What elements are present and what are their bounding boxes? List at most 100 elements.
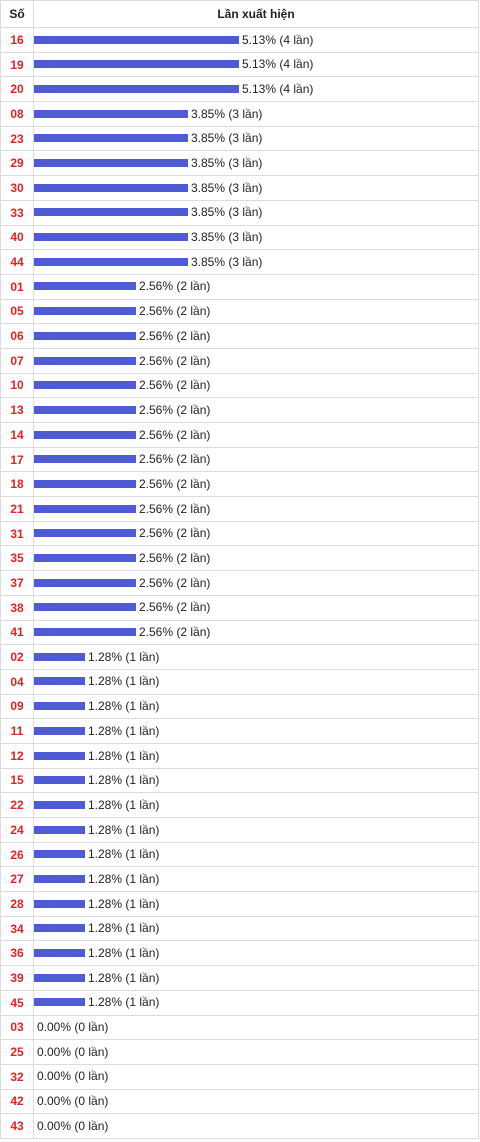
row-number: 17 <box>0 446 34 473</box>
row-number: 43 <box>0 1113 34 1139</box>
frequency-cell: 2.56% (2 lần) <box>33 520 479 547</box>
row-number: 25 <box>0 1039 34 1065</box>
table-row: 36 1.28% (1 lần) <box>0 940 479 967</box>
frequency-label: 3.85% (3 lần) <box>191 205 263 220</box>
table-row: 43 0.00% (0 lần) <box>0 1113 479 1139</box>
table-row: 08 3.85% (3 lần) <box>0 101 479 127</box>
table-row: 20 5.13% (4 lần) <box>0 76 479 103</box>
frequency-label: 2.56% (2 lần) <box>139 304 211 319</box>
frequency-bar <box>34 257 188 266</box>
frequency-cell: 1.28% (1 lần) <box>33 841 479 868</box>
row-number: 19 <box>0 51 34 78</box>
table-row: 32 0.00% (0 lần) <box>0 1063 479 1090</box>
frequency-bar <box>34 874 85 883</box>
frequency-label: 2.56% (2 lần) <box>139 279 211 294</box>
frequency-bar <box>34 109 188 118</box>
table-row: 24 1.28% (1 lần) <box>0 817 479 843</box>
row-number: 37 <box>0 570 34 596</box>
row-number: 27 <box>0 866 34 893</box>
frequency-label: 2.56% (2 lần) <box>139 625 211 640</box>
table-row: 31 2.56% (2 lần) <box>0 520 479 547</box>
table-row: 40 3.85% (3 lần) <box>0 224 479 251</box>
frequency-bar <box>34 430 136 439</box>
frequency-cell: 3.85% (3 lần) <box>33 125 479 152</box>
row-number: 01 <box>0 273 34 300</box>
frequency-bar <box>34 628 136 637</box>
row-number: 02 <box>0 644 34 670</box>
frequency-label: 0.00% (0 lần) <box>37 1020 109 1035</box>
frequency-label: 0.00% (0 lần) <box>37 1069 109 1084</box>
row-number: 10 <box>0 372 34 399</box>
row-number: 40 <box>0 224 34 251</box>
table-row: 06 2.56% (2 lần) <box>0 323 479 349</box>
frequency-label: 2.56% (2 lần) <box>139 575 211 590</box>
row-number: 03 <box>0 1014 34 1041</box>
table-row: 13 2.56% (2 lần) <box>0 397 479 423</box>
frequency-bar <box>34 183 188 192</box>
table-row: 14 2.56% (2 lần) <box>0 422 479 448</box>
frequency-label: 2.56% (2 lần) <box>139 353 211 368</box>
frequency-bar <box>34 554 136 563</box>
table-row: 19 5.13% (4 lần) <box>0 51 479 78</box>
table-row: 34 1.28% (1 lần) <box>0 915 479 942</box>
frequency-bar <box>34 35 239 44</box>
table-row: 41 2.56% (2 lần) <box>0 619 479 646</box>
table-row: 09 1.28% (1 lần) <box>0 693 479 720</box>
table-row: 05 2.56% (2 lần) <box>0 298 479 325</box>
frequency-cell: 5.13% (4 lần) <box>33 51 479 78</box>
frequency-label: 1.28% (1 lần) <box>88 699 160 714</box>
frequency-label: 1.28% (1 lần) <box>88 921 160 936</box>
table-row: 27 1.28% (1 lần) <box>0 866 479 893</box>
frequency-label: 1.28% (1 lần) <box>88 847 160 862</box>
row-number: 23 <box>0 125 34 152</box>
row-number: 31 <box>0 520 34 547</box>
frequency-label: 2.56% (2 lần) <box>139 476 211 491</box>
frequency-label: 3.85% (3 lần) <box>191 180 263 195</box>
frequency-bar <box>34 504 136 513</box>
frequency-label: 1.28% (1 lần) <box>88 970 160 985</box>
frequency-bar <box>34 84 239 93</box>
table-row: 07 2.56% (2 lần) <box>0 347 479 374</box>
frequency-label: 5.13% (4 lần) <box>242 81 314 96</box>
frequency-cell: 1.28% (1 lần) <box>33 742 479 769</box>
frequency-bar <box>34 776 85 785</box>
frequency-bar <box>34 899 85 908</box>
frequency-label: 1.28% (1 lần) <box>88 797 160 812</box>
row-number: 21 <box>0 496 34 522</box>
frequency-bar <box>34 949 85 958</box>
row-number: 26 <box>0 841 34 868</box>
frequency-cell: 1.28% (1 lần) <box>33 965 479 991</box>
row-number: 09 <box>0 693 34 720</box>
row-number: 06 <box>0 323 34 349</box>
table-row: 33 3.85% (3 lần) <box>0 199 479 226</box>
table-row: 10 2.56% (2 lần) <box>0 372 479 399</box>
table-row: 01 2.56% (2 lần) <box>0 273 479 300</box>
row-number: 39 <box>0 965 34 991</box>
frequency-cell: 1.28% (1 lần) <box>33 817 479 843</box>
frequency-label: 1.28% (1 lần) <box>88 649 160 664</box>
frequency-bar <box>34 998 85 1007</box>
frequency-cell: 0.00% (0 lần) <box>33 1063 479 1090</box>
frequency-bar <box>34 233 188 242</box>
row-number: 05 <box>0 298 34 325</box>
frequency-cell: 2.56% (2 lần) <box>33 298 479 325</box>
row-number: 15 <box>0 767 34 794</box>
frequency-bar <box>34 726 85 735</box>
row-number: 18 <box>0 471 34 498</box>
table-row: 25 0.00% (0 lần) <box>0 1039 479 1065</box>
frequency-cell: 0.00% (0 lần) <box>33 1113 479 1139</box>
frequency-label: 1.28% (1 lần) <box>88 674 160 689</box>
frequency-cell: 2.56% (2 lần) <box>33 446 479 473</box>
table-row: 38 2.56% (2 lần) <box>0 594 479 621</box>
frequency-bar <box>34 479 136 488</box>
frequency-cell: 1.28% (1 lần) <box>33 792 479 818</box>
frequency-label: 2.56% (2 lần) <box>139 402 211 417</box>
row-number: 13 <box>0 397 34 423</box>
table-row: 37 2.56% (2 lần) <box>0 570 479 596</box>
frequency-cell: 1.28% (1 lần) <box>33 644 479 670</box>
frequency-bar <box>34 381 136 390</box>
frequency-cell: 1.28% (1 lần) <box>33 989 479 1016</box>
frequency-bar <box>34 159 188 168</box>
frequency-cell: 3.85% (3 lần) <box>33 199 479 226</box>
row-number: 14 <box>0 422 34 448</box>
